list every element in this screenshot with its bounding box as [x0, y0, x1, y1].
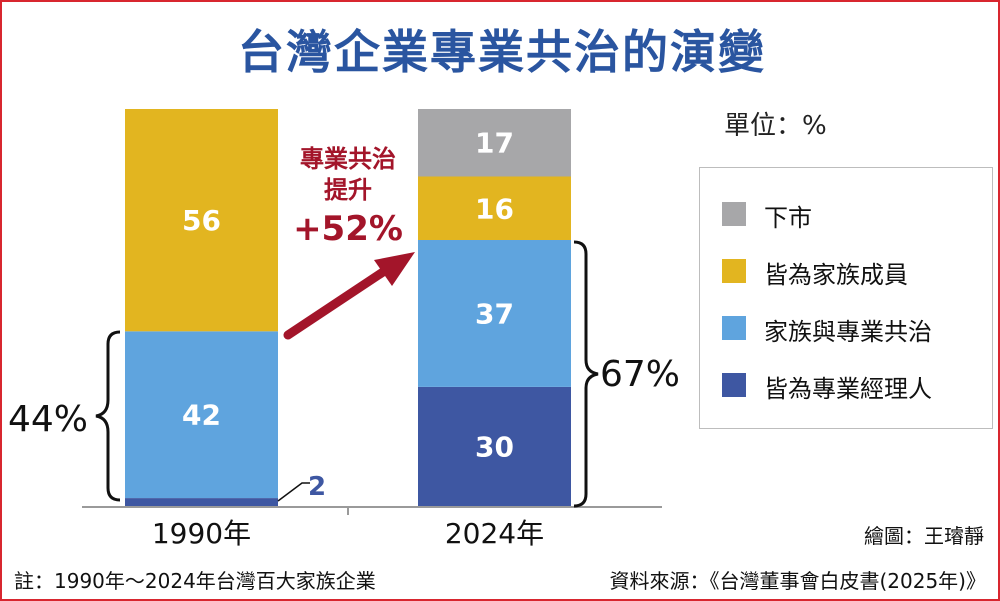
legend-swatch-all-family: [722, 259, 746, 283]
legend-swatch-family-and-professional: [722, 316, 746, 340]
bars-group: 2 42 56 30 37 16 17: [125, 109, 571, 506]
bar-2-all-family: [418, 176, 571, 240]
bracket-left-label: 44%: [8, 399, 88, 440]
x-tick-label-2: 2024年: [445, 517, 544, 550]
x-tick-label-1: 1990年: [152, 517, 251, 550]
bracket-right-label: 67%: [600, 354, 680, 395]
legend-swatch-delisted: [722, 202, 746, 226]
footnote: 註：1990年～2024年台灣百大家族企業: [14, 569, 376, 593]
data-source: 資料來源：《台灣董事會白皮書(2025年)》: [609, 569, 986, 593]
legend-label-family-and-professional: 家族與專業共治: [764, 318, 932, 346]
bar-2-all-professional: [418, 386, 571, 506]
growth-arrow-head: [374, 252, 415, 286]
chart-credit: 繪圖：王璿靜: [864, 524, 984, 548]
growth-arrow: [283, 265, 391, 340]
data-label-2-all-professional: 30: [475, 430, 514, 463]
bar-1-all-family: [125, 109, 278, 332]
bar-1-family-and-professional: [125, 331, 278, 498]
data-label-1-family-and-professional: 42: [182, 399, 221, 432]
small-value-leader: [277, 482, 310, 502]
data-label-2-family-and-professional: 37: [475, 298, 514, 331]
unit-label: 單位：%: [724, 111, 827, 141]
data-label-1-all-family: 56: [182, 204, 221, 237]
data-label-1-all-professional: 2: [308, 472, 326, 502]
bar-2-family-and-professional: [418, 240, 571, 387]
legend-swatch-all-professional: [722, 373, 746, 397]
legend: 下市 皆為家族成員 家族與專業共治 皆為專業經理人: [699, 167, 993, 429]
bar-1-all-professional: [125, 498, 278, 506]
legend-label-all-professional: 皆為專業經理人: [764, 375, 932, 403]
legend-label-delisted: 下市: [764, 204, 812, 232]
chart-title: 台灣企業專業共治的演變: [238, 25, 766, 79]
bracket-right: [573, 240, 599, 508]
data-label-2-all-family: 16: [475, 192, 514, 225]
bracket-left: [95, 330, 121, 502]
bar-2-delisted: [418, 109, 571, 177]
data-label-2-delisted: 17: [475, 127, 514, 160]
legend-label-all-family: 皆為家族成員: [764, 261, 908, 289]
x-tick-labels: 1990年 2024年: [152, 517, 544, 550]
annotation-line3: +52%: [293, 209, 403, 249]
annotation-line1: 專業共治: [300, 145, 396, 173]
annotation-line2: 提升: [324, 176, 372, 204]
